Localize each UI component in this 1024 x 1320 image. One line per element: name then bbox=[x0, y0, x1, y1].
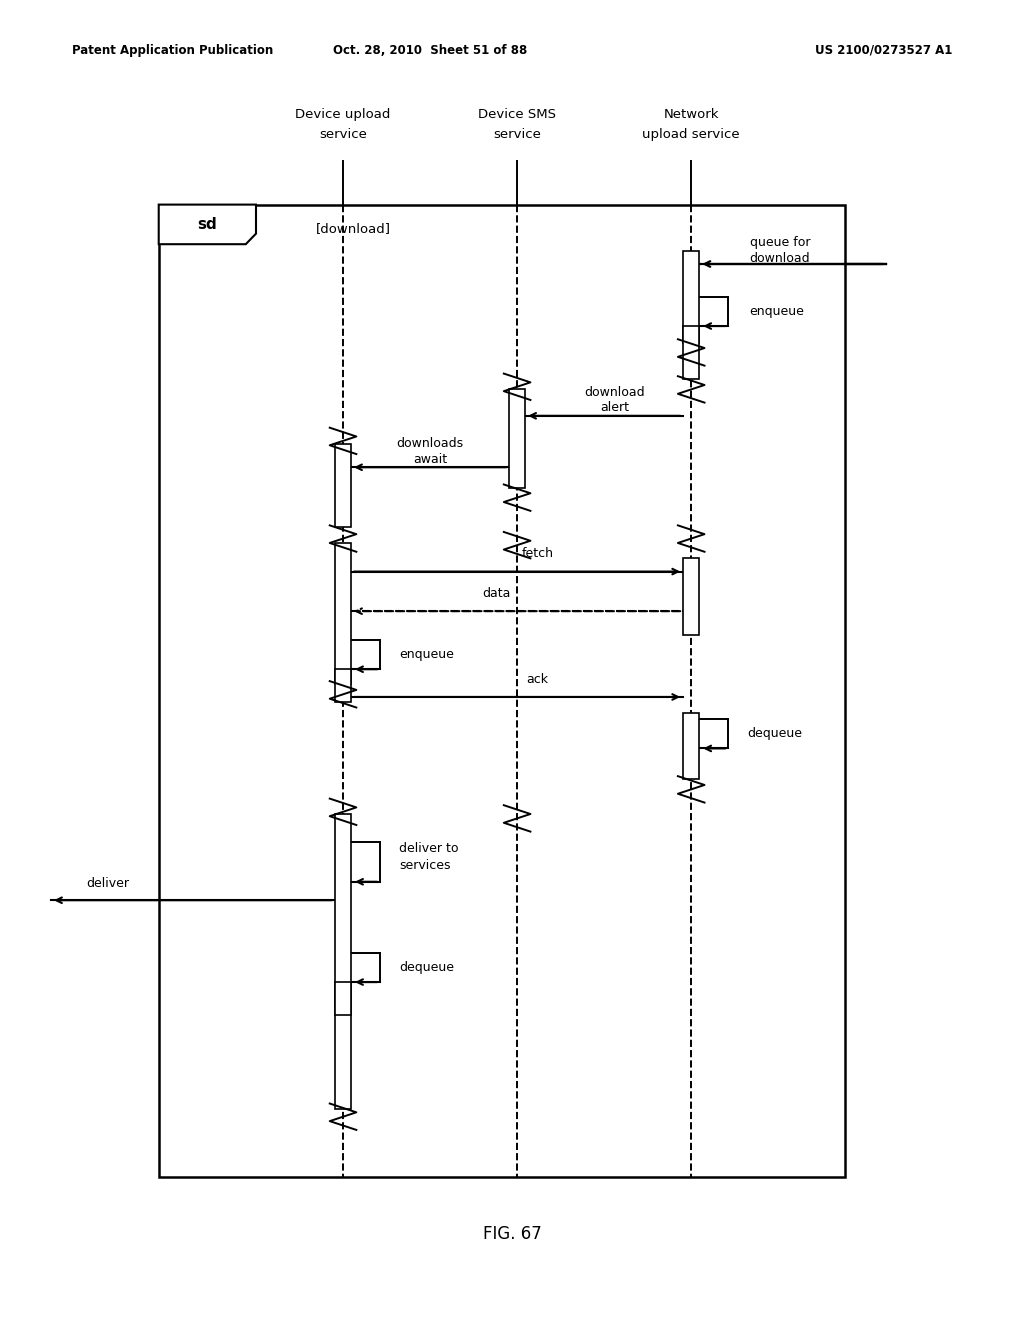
Text: Network: Network bbox=[664, 108, 719, 121]
Bar bbox=[509, 389, 525, 488]
Bar bbox=[683, 251, 699, 343]
Text: [download]: [download] bbox=[315, 222, 391, 235]
Bar bbox=[683, 713, 699, 779]
Text: Oct. 28, 2010  Sheet 51 of 88: Oct. 28, 2010 Sheet 51 of 88 bbox=[333, 44, 527, 57]
Text: dequeue: dequeue bbox=[748, 727, 803, 741]
Text: queue for: queue for bbox=[750, 236, 810, 249]
Text: service: service bbox=[494, 128, 541, 141]
Bar bbox=[335, 543, 351, 684]
Text: service: service bbox=[319, 128, 367, 141]
Text: sd: sd bbox=[198, 216, 217, 232]
Text: Device upload: Device upload bbox=[295, 108, 391, 121]
Text: services: services bbox=[399, 859, 451, 873]
Bar bbox=[159, 205, 845, 1177]
Text: alert: alert bbox=[600, 401, 629, 414]
Text: data: data bbox=[482, 587, 511, 601]
Text: US 2100/0273527 A1: US 2100/0273527 A1 bbox=[815, 44, 952, 57]
Text: deliver: deliver bbox=[86, 876, 129, 890]
Text: download: download bbox=[584, 385, 645, 399]
Text: upload service: upload service bbox=[642, 128, 740, 141]
Text: Patent Application Publication: Patent Application Publication bbox=[72, 44, 273, 57]
Bar bbox=[335, 814, 351, 1109]
Bar bbox=[683, 326, 699, 379]
Text: fetch: fetch bbox=[521, 546, 554, 560]
Bar bbox=[335, 982, 351, 1015]
Bar bbox=[335, 669, 351, 702]
Text: await: await bbox=[413, 453, 447, 466]
Text: deliver to: deliver to bbox=[399, 842, 459, 855]
Text: enqueue: enqueue bbox=[750, 305, 805, 318]
Text: FIG. 67: FIG. 67 bbox=[482, 1225, 542, 1243]
Text: Device SMS: Device SMS bbox=[478, 108, 556, 121]
Text: enqueue: enqueue bbox=[399, 648, 455, 661]
Text: downloads: downloads bbox=[396, 437, 464, 450]
Text: download: download bbox=[750, 252, 810, 265]
Bar bbox=[335, 444, 351, 527]
Text: ack: ack bbox=[526, 673, 549, 686]
Text: dequeue: dequeue bbox=[399, 961, 455, 974]
Bar bbox=[683, 558, 699, 635]
Polygon shape bbox=[159, 205, 256, 244]
